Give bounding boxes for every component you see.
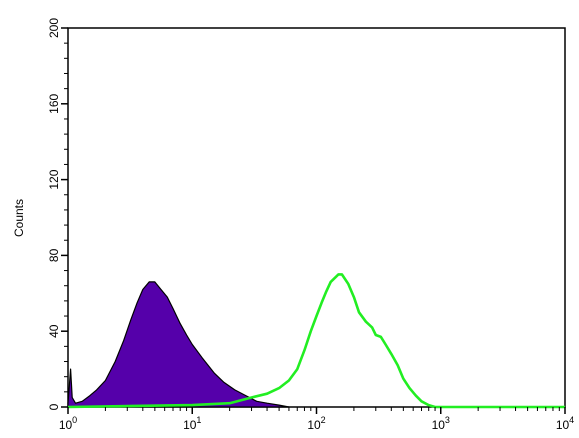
x-tick-exponent: 4 xyxy=(569,415,574,425)
x-tick-base: 10 xyxy=(432,418,446,432)
y-tick-label: 160 xyxy=(47,93,61,113)
x-tick-label: 101 xyxy=(183,415,201,432)
y-axis-label: Counts xyxy=(12,199,26,237)
y-tick-label: 200 xyxy=(47,18,61,38)
x-tick-base: 10 xyxy=(183,418,197,432)
x-tick-exponent: 0 xyxy=(72,415,77,425)
x-tick-exponent: 2 xyxy=(321,415,326,425)
y-tick-label: 0 xyxy=(47,403,61,410)
x-tick-label: 102 xyxy=(307,415,325,432)
x-tick-label: 100 xyxy=(59,415,77,432)
y-tick-label: 40 xyxy=(47,324,61,338)
x-tick-base: 10 xyxy=(59,418,73,432)
x-tick-base: 10 xyxy=(556,418,570,432)
x-tick-label: 104 xyxy=(556,415,574,432)
x-tick-base: 10 xyxy=(307,418,321,432)
y-tick-label: 80 xyxy=(47,248,61,262)
y-tick-label: 120 xyxy=(47,169,61,189)
x-tick-exponent: 3 xyxy=(445,415,450,425)
series-outline-histogram xyxy=(67,273,565,409)
x-tick-exponent: 1 xyxy=(196,415,201,425)
series-filled-histogram xyxy=(67,281,290,408)
x-tick-label: 103 xyxy=(432,415,450,432)
series-layer xyxy=(67,273,565,409)
